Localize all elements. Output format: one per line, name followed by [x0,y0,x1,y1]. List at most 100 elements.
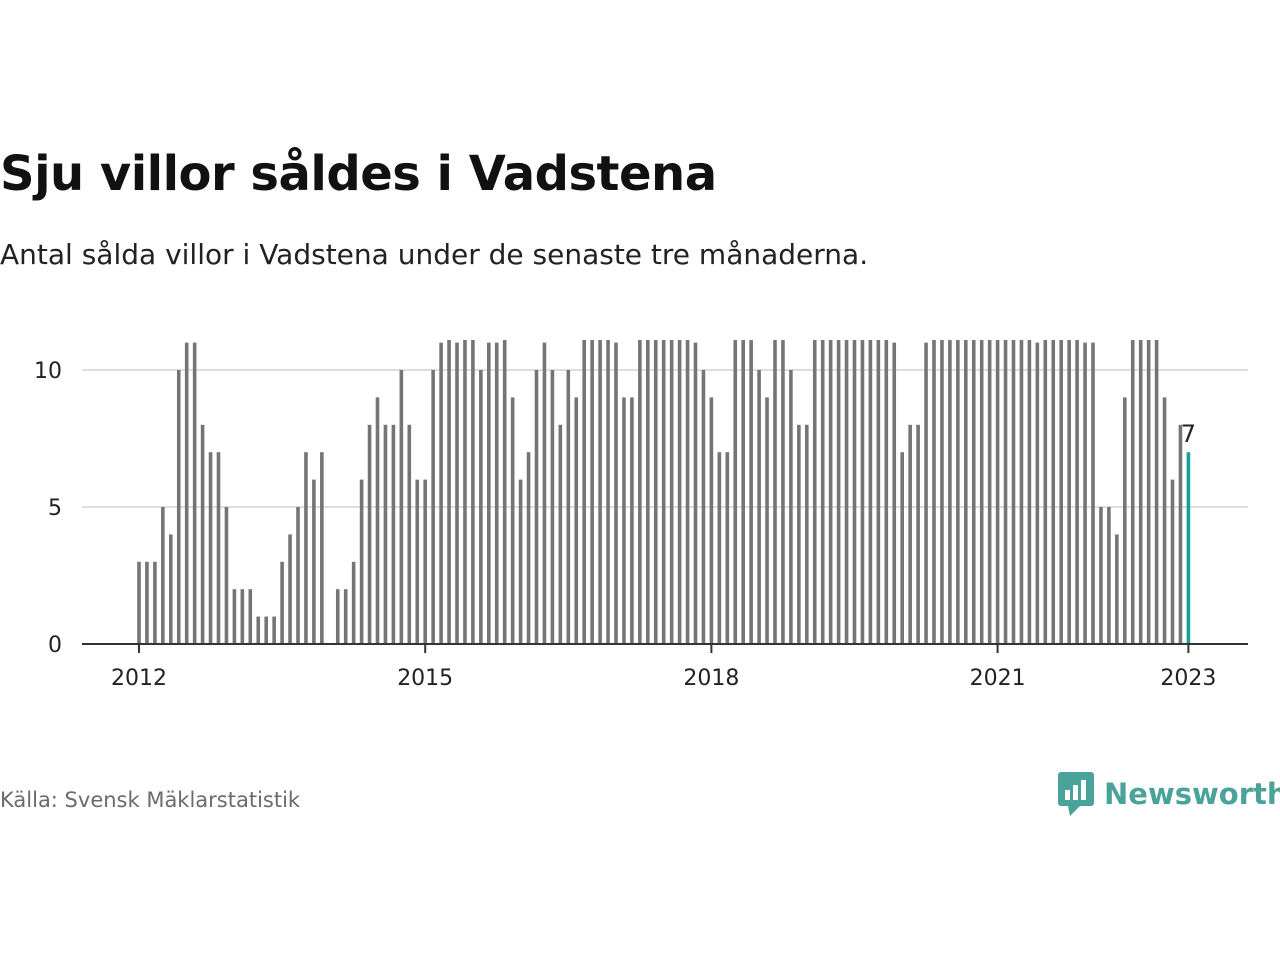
bar-116 [1059,340,1063,644]
bar-84 [805,424,809,644]
bar-8 [200,424,205,644]
bar-112 [1027,340,1032,644]
bar-33 [399,370,404,644]
bar-82 [789,370,793,644]
bar-102 [948,340,952,644]
bar-77 [749,340,753,645]
x-tick-label-2021: 2021 [970,666,1026,691]
bar-54 [566,370,571,644]
bar-90 [852,340,857,644]
bar-32 [391,424,396,644]
bar-109 [1003,340,1008,644]
bar-14 [248,589,253,644]
bar-5 [176,370,181,644]
bar-132 [1186,452,1191,644]
bar-100 [932,340,936,644]
bar-99 [924,342,928,644]
bar-104 [964,340,968,644]
bar-38 [439,342,443,644]
bar-65 [653,340,658,644]
bar-44 [487,342,491,644]
x-axis-labels: 2012 2015 2018 2021 2023 [111,644,1216,691]
bar-15 [256,616,261,644]
bar-0 [137,561,141,644]
bar-12 [232,589,237,644]
bar-50 [534,370,539,644]
bar-13 [240,589,245,644]
bar-120 [1091,342,1095,644]
bar-114 [1043,340,1048,644]
bar-95 [892,342,897,644]
bar-11 [224,507,229,644]
bar-37 [431,370,435,644]
bars [137,340,1191,645]
last-value-label: 7 [1181,420,1196,448]
brand-logo[interactable]: Newsworthy [1058,772,1280,816]
bar-89 [844,340,849,644]
bar-96 [900,452,904,644]
bar-69 [685,340,690,644]
bar-111 [1019,340,1024,644]
bar-119 [1083,342,1087,644]
bar-59 [606,340,610,644]
bar-68 [677,340,682,644]
bar-17 [272,616,276,644]
bar-79 [765,397,769,644]
bar-47 [510,397,515,644]
bar-19 [288,534,292,644]
bar-40 [455,342,459,644]
bar-130 [1170,479,1175,644]
bar-55 [574,397,579,644]
bar-121 [1099,507,1103,644]
bar-23 [320,452,324,644]
x-tick-label-2018: 2018 [683,666,739,691]
source-note: Källa: Svensk Mäklarstatistik [0,788,301,812]
bar-64 [646,340,650,645]
bar-63 [638,340,642,644]
bar-67 [669,340,674,645]
bar-94 [884,340,889,644]
bar-81 [781,340,785,644]
bar-106 [979,340,984,644]
bar-22 [312,479,316,644]
bar-128 [1154,340,1159,644]
bar-108 [995,340,1000,644]
bar-51 [542,342,547,644]
bar-62 [630,397,634,644]
bar-98 [916,424,920,644]
bar-30 [375,397,380,644]
newsworthy-logo-icon [1058,772,1094,816]
bar-118 [1075,340,1079,644]
bar-73 [717,452,722,644]
bar-35 [415,479,420,644]
bar-41 [463,340,467,644]
bar-39 [447,340,451,644]
bar-80 [773,340,777,644]
x-tick-label-2015: 2015 [397,666,453,691]
y-tick-label-10: 10 [34,359,62,384]
bar-97 [908,424,912,644]
bar-61 [622,397,626,644]
bar-76 [741,340,745,644]
bar-78 [757,370,761,644]
bar-126 [1138,340,1143,645]
bar-125 [1130,340,1135,644]
bar-10 [216,452,221,644]
bar-43 [479,370,483,644]
chart-subtitle: Antal sålda villor i Vadstena under de s… [0,238,869,271]
bar-131 [1178,424,1183,644]
bar-88 [836,340,841,645]
bar-4 [169,534,173,644]
bar-74 [725,452,730,644]
bar-57 [590,340,594,644]
bar-16 [264,616,268,644]
bar-110 [1011,340,1016,644]
bar-7 [192,342,197,644]
bar-27 [351,561,356,644]
bar-66 [661,340,666,645]
bar-36 [423,479,427,644]
bar-49 [526,452,531,644]
bar-26 [343,589,348,644]
bar-105 [971,340,976,644]
